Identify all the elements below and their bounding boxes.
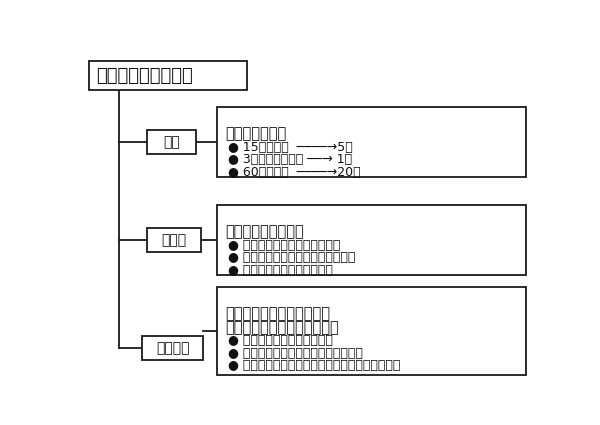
- Text: ● 誤解による手戻り作業がない: ● 誤解による手戻り作業がない: [227, 239, 340, 252]
- FancyBboxPatch shape: [147, 228, 200, 252]
- Text: ● 共通点や相違点を確認し合っている: ● 共通点や相違点を確認し合っている: [227, 347, 362, 360]
- Text: ● 言ったことが伝わったことを確認し合っている: ● 言ったことが伝わったことを確認し合っている: [227, 359, 400, 372]
- Text: 確実な: 確実な: [161, 233, 187, 247]
- FancyBboxPatch shape: [142, 336, 203, 360]
- Text: 相互理解: 相互理解: [156, 341, 190, 355]
- Text: ● 3回のヒアリング ──→ 1回: ● 3回のヒアリング ──→ 1回: [227, 153, 352, 166]
- FancyBboxPatch shape: [217, 286, 526, 375]
- Text: ● 思い違いによるヌケ・モレがない: ● 思い違いによるヌケ・モレがない: [227, 251, 355, 264]
- Text: ● 60分の会議  ────→20分: ● 60分の会議 ────→20分: [227, 166, 360, 178]
- Text: 作業を効率的に行う: 作業を効率的に行う: [225, 224, 304, 239]
- Text: 速く: 速く: [163, 135, 180, 149]
- FancyBboxPatch shape: [147, 130, 196, 154]
- Text: 時間を短縮する: 時間を短縮する: [225, 126, 286, 141]
- Text: ● 15分の説明  ────→5分: ● 15分の説明 ────→5分: [227, 141, 352, 154]
- Text: ● 勘違いによるダブリがない: ● 勘違いによるダブリがない: [227, 264, 332, 277]
- FancyBboxPatch shape: [89, 61, 247, 90]
- Text: 速く確実な相互理解: 速く確実な相互理解: [97, 67, 193, 85]
- Text: ● 考えや想いをわかっている: ● 考えや想いをわかっている: [227, 334, 332, 347]
- Text: 理解が同じことを確認し合う: 理解が同じことを確認し合う: [225, 320, 339, 335]
- Text: 話し手と聞き手がお互いに: 話し手と聞き手がお互いに: [225, 306, 330, 321]
- FancyBboxPatch shape: [217, 205, 526, 275]
- FancyBboxPatch shape: [217, 107, 526, 177]
